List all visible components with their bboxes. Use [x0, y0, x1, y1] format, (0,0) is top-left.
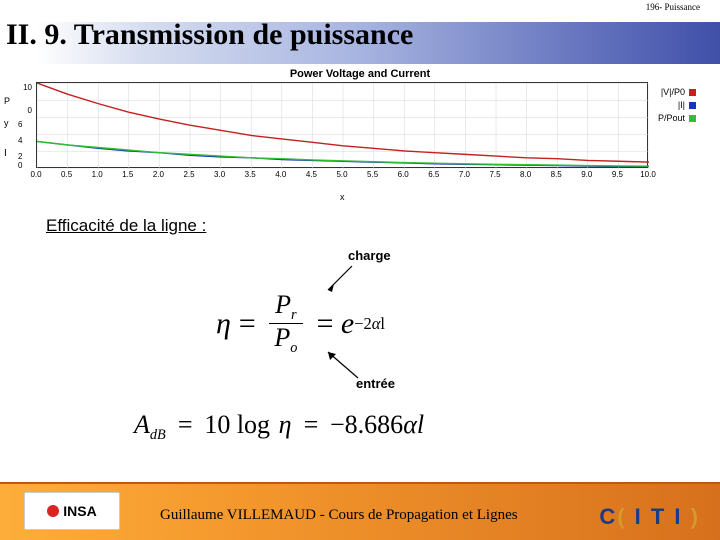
tenlog: 10 log — [204, 410, 270, 439]
eq1b: = — [315, 307, 335, 341]
sym-eta: η — [216, 307, 231, 341]
po-o: o — [290, 341, 297, 357]
footer-text: Guillaume VILLEMAUD - Cours de Propagati… — [160, 507, 518, 524]
adb-sub: dB — [150, 427, 166, 443]
section-label: Efficacité de la ligne : — [46, 216, 206, 236]
eq2a: = — [176, 410, 194, 439]
annotation-charge: charge — [348, 248, 391, 263]
ytick-p-top: 10 — [16, 83, 32, 92]
xtick: 4.0 — [275, 170, 286, 179]
chart — [36, 82, 648, 180]
xtick: 3.5 — [245, 170, 256, 179]
xtick: 3.0 — [214, 170, 225, 179]
ytick-0: 0 — [18, 161, 22, 170]
legend-item: P/Pout — [658, 112, 696, 124]
legend-item: |I| — [658, 99, 696, 111]
xtick: 0.5 — [61, 170, 72, 179]
xtick: 1.0 — [92, 170, 103, 179]
xtick: 2.0 — [153, 170, 164, 179]
xtick: 8.5 — [551, 170, 562, 179]
xtick: 6.5 — [428, 170, 439, 179]
num8686: −8.686 — [330, 410, 403, 439]
xtick: 8.0 — [520, 170, 531, 179]
pr-p: P — [275, 290, 291, 319]
xtick: 2.5 — [183, 170, 194, 179]
pr-r: r — [291, 307, 297, 323]
xtick: 10.0 — [640, 170, 656, 179]
l2: l — [417, 410, 424, 439]
adb-a: A — [134, 410, 150, 439]
arrow-charge — [322, 262, 356, 296]
insa-text: INSA — [63, 503, 96, 519]
po-p: P — [274, 323, 290, 352]
page-title: II. 9. Transmission de puissance — [6, 18, 413, 52]
xtick: 9.5 — [612, 170, 623, 179]
ytick-4: 4 — [18, 136, 22, 145]
xtick: 1.5 — [122, 170, 133, 179]
chart-legend: |V|/P0|I|P/Pout — [658, 86, 696, 125]
formula-adb: AdB = 10 log η = −8.686αl — [134, 410, 424, 444]
axis-label-p: P — [4, 96, 10, 106]
chart-title: Power Voltage and Current — [0, 68, 720, 80]
legend-item: |V|/P0 — [658, 86, 696, 98]
exp-e: e — [341, 307, 354, 341]
xtick: 7.0 — [459, 170, 470, 179]
axis-label-y: y — [4, 118, 9, 128]
plot-area — [36, 82, 648, 168]
xtick: 5.0 — [336, 170, 347, 179]
formula-eta: η = Pr Po = e−2αl — [216, 292, 385, 356]
axis-label-x: x — [340, 192, 345, 202]
xtick: 6.0 — [398, 170, 409, 179]
xtick: 4.5 — [306, 170, 317, 179]
ytick-p-bot: 0 — [16, 106, 32, 115]
exp-sup: −2αl — [354, 314, 385, 334]
ytick-6: 6 — [18, 120, 22, 129]
ytick-2: 2 — [18, 152, 22, 161]
frac-pr-po: Pr Po — [269, 292, 302, 356]
insa-logo: INSA — [24, 492, 120, 530]
xtick: 5.5 — [367, 170, 378, 179]
axis-label-i: I — [4, 148, 7, 159]
chart-svg — [37, 83, 649, 169]
eq2b: = — [302, 410, 320, 439]
xtick: 0.0 — [30, 170, 41, 179]
page-header: 196- Puissance — [646, 2, 700, 12]
alpha2: α — [403, 410, 417, 439]
xtick: 9.0 — [581, 170, 592, 179]
eta2: η — [279, 410, 292, 439]
xtick: 7.5 — [489, 170, 500, 179]
citi-logo: C( I T I ) — [599, 504, 700, 530]
eq1a: = — [237, 307, 257, 341]
